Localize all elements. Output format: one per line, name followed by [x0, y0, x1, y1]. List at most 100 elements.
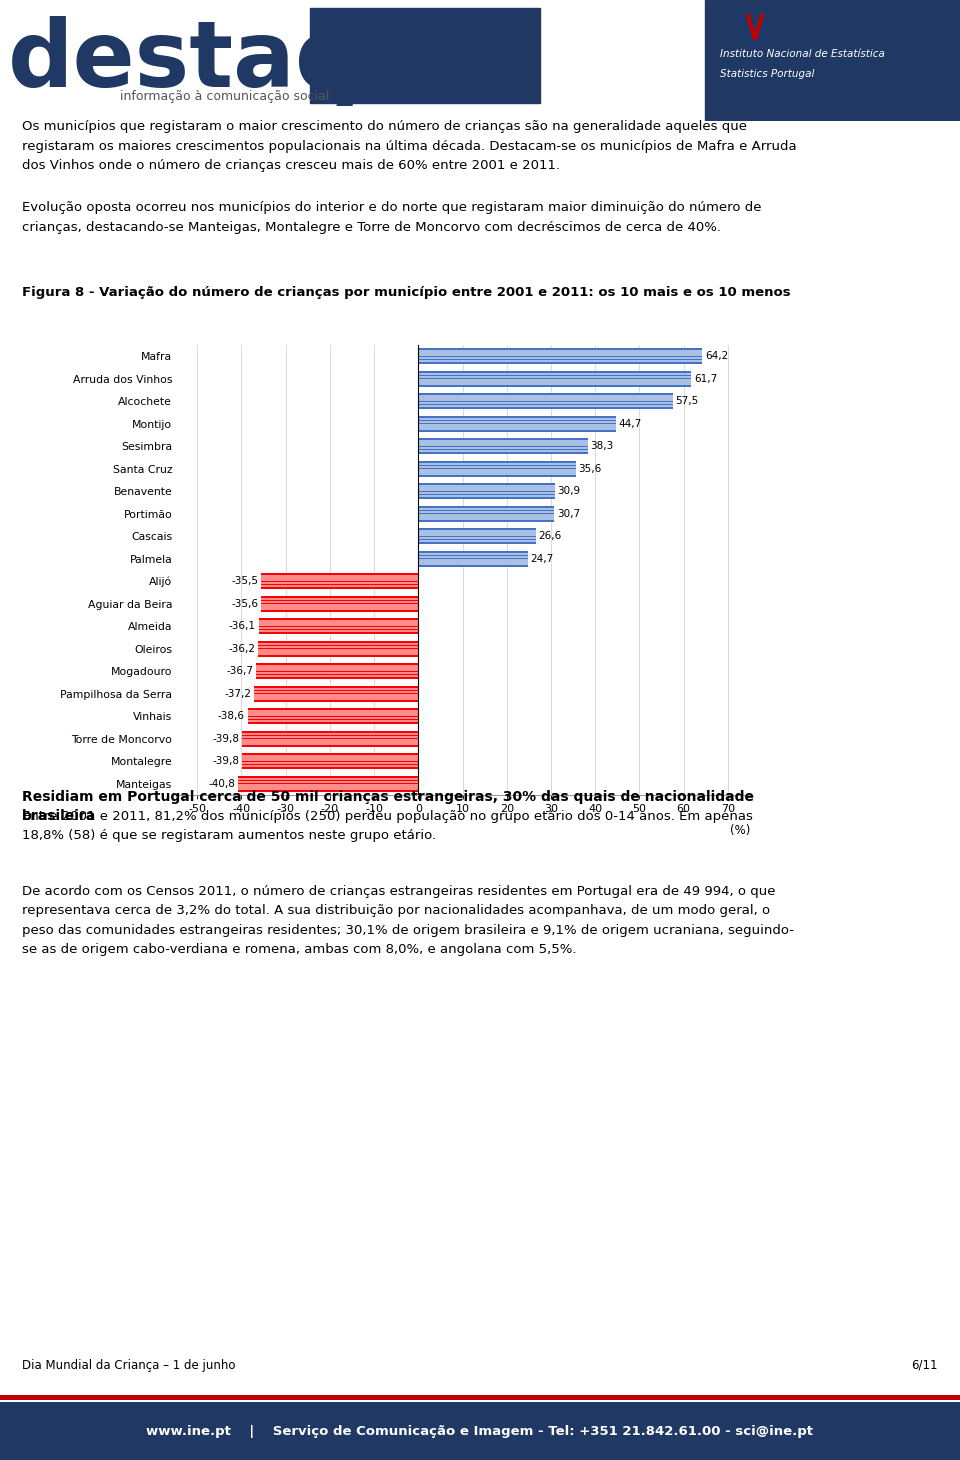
Bar	[261, 578, 419, 581]
Bar	[419, 461, 576, 477]
Text: Figura 8 - Variação do número de crianças por município entre 2001 e 2011: os 10: Figura 8 - Variação do número de criança…	[22, 286, 791, 299]
Bar	[419, 483, 555, 499]
Text: -39,8: -39,8	[212, 756, 240, 766]
Bar	[258, 650, 419, 651]
Bar	[419, 508, 554, 510]
Bar	[310, 7, 540, 104]
Bar	[238, 778, 419, 780]
Bar	[258, 645, 419, 648]
Text: 30,9: 30,9	[558, 486, 581, 496]
Bar	[258, 626, 419, 629]
Bar	[419, 399, 673, 402]
Bar	[258, 618, 419, 634]
Bar	[419, 529, 536, 545]
Bar	[419, 353, 702, 356]
Text: 26,6: 26,6	[539, 531, 562, 542]
Bar	[419, 530, 536, 533]
Bar	[419, 425, 616, 426]
Bar	[253, 691, 419, 693]
Text: De acordo com os Censos 2011, o número de crianças estrangeiras residentes em Po: De acordo com os Censos 2011, o número d…	[22, 885, 794, 956]
Text: Residiam em Portugal cerca de 50 mil crianças estrangeiras, 30% das quais de nac: Residiam em Portugal cerca de 50 mil cri…	[22, 790, 754, 823]
Bar	[258, 642, 419, 645]
Text: -40,8: -40,8	[208, 778, 235, 788]
Bar	[419, 361, 702, 362]
Bar	[256, 675, 419, 677]
Bar	[419, 514, 554, 517]
Bar	[419, 428, 616, 429]
Bar	[258, 641, 419, 657]
Text: 61,7: 61,7	[694, 374, 717, 384]
Text: www.ine.pt    |    Serviço de Comunicação e Imagem - Tel: +351 21.842.61.00 - sc: www.ine.pt | Serviço de Comunicação e Im…	[147, 1425, 813, 1438]
Bar	[242, 736, 419, 739]
Bar	[419, 420, 616, 423]
Bar	[419, 463, 576, 466]
Bar	[242, 730, 419, 748]
Bar	[248, 710, 419, 712]
Text: Statistics Portugal: Statistics Portugal	[720, 69, 814, 79]
Bar	[248, 708, 419, 724]
Bar	[253, 686, 419, 702]
Bar	[261, 602, 419, 603]
Bar	[242, 743, 419, 745]
Bar	[258, 629, 419, 632]
Bar	[419, 537, 536, 539]
Bar	[261, 604, 419, 606]
Bar	[242, 733, 419, 734]
Bar	[419, 393, 673, 409]
Bar	[242, 755, 419, 758]
Bar	[419, 466, 576, 469]
Bar	[705, 0, 960, 121]
Bar	[419, 511, 554, 514]
Bar	[242, 765, 419, 768]
Bar	[248, 717, 419, 718]
Bar	[242, 762, 419, 764]
Bar	[261, 581, 419, 584]
Bar	[238, 781, 419, 783]
Text: -36,7: -36,7	[227, 666, 253, 676]
Bar	[253, 688, 419, 691]
Bar	[419, 533, 536, 536]
Bar	[238, 787, 419, 790]
Bar	[419, 505, 554, 521]
Bar	[261, 585, 419, 587]
Text: informação à comunicação social: informação à comunicação social	[120, 91, 329, 104]
Bar	[261, 575, 419, 578]
Text: Instituto Nacional de Estatística: Instituto Nacional de Estatística	[720, 50, 885, 58]
Text: -39,8: -39,8	[212, 734, 240, 743]
Text: 64,2: 64,2	[705, 352, 728, 361]
Bar	[419, 416, 616, 432]
Bar	[419, 517, 554, 520]
Bar	[419, 447, 588, 450]
Text: 24,7: 24,7	[530, 553, 553, 564]
Bar	[419, 404, 673, 407]
Text: 6/11: 6/11	[911, 1358, 938, 1371]
Bar	[261, 607, 419, 610]
Text: 30,7: 30,7	[557, 508, 580, 518]
Text: -37,2: -37,2	[224, 689, 252, 699]
Bar	[419, 380, 691, 381]
Bar	[242, 753, 419, 769]
Bar	[242, 739, 419, 742]
Text: Evolução oposta ocorreu nos municípios do interior e do norte que registaram mai: Evolução oposta ocorreu nos municípios d…	[22, 201, 761, 234]
Text: -35,5: -35,5	[231, 577, 258, 587]
Bar	[419, 450, 588, 453]
Text: 44,7: 44,7	[618, 419, 642, 429]
Text: 38,3: 38,3	[590, 441, 613, 451]
Text: destaque: destaque	[8, 16, 489, 107]
Bar	[419, 441, 588, 442]
Bar	[419, 438, 588, 454]
Bar	[238, 784, 419, 787]
Bar	[238, 775, 419, 791]
Bar	[419, 383, 691, 385]
Text: Entre 2001 e 2011, 81,2% dos municípios (250) perdeu população no grupo etário d: Entre 2001 e 2011, 81,2% dos municípios …	[22, 810, 753, 842]
Text: 57,5: 57,5	[675, 396, 699, 406]
Bar	[419, 485, 555, 488]
Text: Dia Mundial da Criança – 1 de junho: Dia Mundial da Criança – 1 de junho	[22, 1358, 235, 1371]
Text: -38,6: -38,6	[218, 711, 245, 721]
Bar	[419, 372, 691, 375]
Bar	[242, 759, 419, 761]
Bar	[419, 473, 576, 474]
Text: 35,6: 35,6	[578, 464, 602, 473]
Bar	[419, 371, 691, 387]
Bar	[261, 596, 419, 612]
